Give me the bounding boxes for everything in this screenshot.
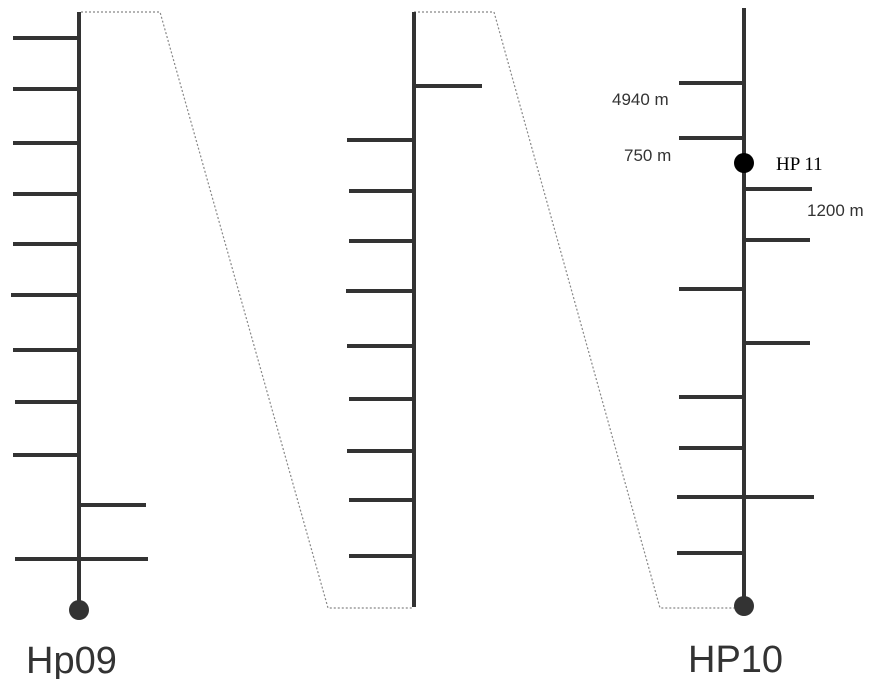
connector-right [414,11,740,609]
label-hp10: HP10 [688,639,783,679]
distance-label-4940: 4940 m [612,90,669,109]
point-hp11 [734,153,754,173]
strip-middle [346,12,482,607]
connector-left [81,11,412,609]
point-label-hp11: HP 11 [776,154,823,175]
distance-label-1200: 1200 m [807,201,864,220]
strip-hp10: 4940 m 750 m HP 11 1200 m HP10 [612,8,864,679]
distance-label-750: 750 m [624,146,671,165]
strip-hp09: Hp09 [11,12,148,679]
label-hp09: Hp09 [26,640,117,679]
node-hp09 [69,600,89,620]
node-hp10 [734,596,754,616]
